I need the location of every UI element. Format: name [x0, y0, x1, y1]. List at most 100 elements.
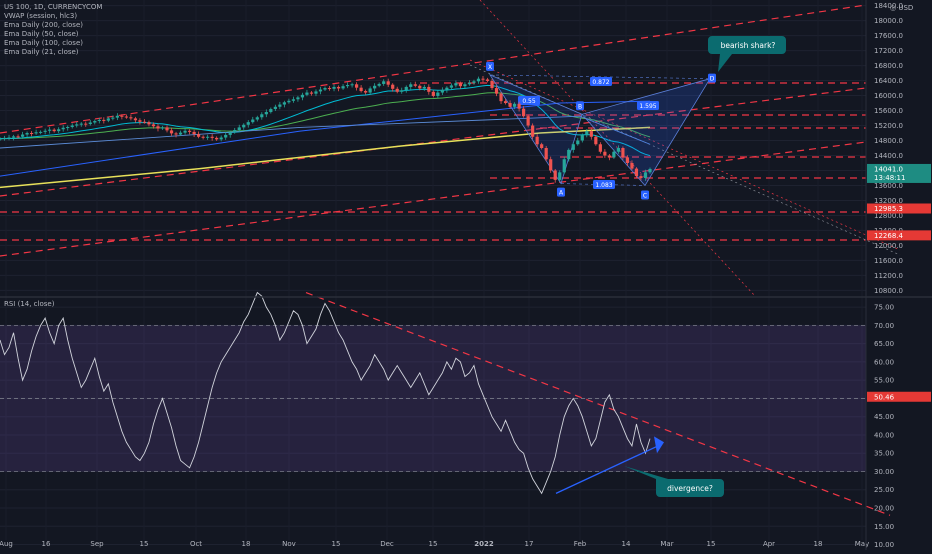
pattern-point-badge [708, 73, 716, 83]
candle-body [364, 91, 368, 93]
channel-lower [0, 141, 867, 257]
candle-body [156, 126, 160, 129]
candle-body [409, 84, 413, 87]
candle-body [594, 136, 598, 145]
candle-body [16, 136, 20, 138]
candle-body [553, 170, 557, 180]
time-tick-label: Dec [380, 540, 394, 548]
candle-body [88, 122, 92, 125]
candle-body [639, 176, 643, 178]
candle-body [332, 86, 336, 89]
candle-body [174, 133, 178, 135]
candle-body [197, 134, 201, 137]
candle-body [612, 151, 616, 158]
currency-label: ◎ USD [890, 4, 913, 12]
time-tick-label: 15 [707, 540, 716, 548]
candle-body [305, 92, 309, 95]
candle-body [404, 86, 408, 91]
channel-upper [0, 87, 867, 197]
rsi-tick-label: 40.00 [874, 431, 894, 439]
candle-body [97, 119, 101, 122]
legend-ema50: Ema Daily (50, close) [4, 30, 79, 38]
candle-body [142, 121, 147, 123]
candle-body [531, 125, 535, 137]
current-price-badge-text: 14041.0 [874, 165, 903, 173]
candle-body [273, 106, 277, 110]
candle-body [242, 124, 246, 128]
time-tick-label: Oct [190, 540, 202, 548]
ratio-label: 1.595 [639, 103, 656, 110]
candle-body [287, 100, 291, 103]
candle-body [269, 109, 273, 113]
rsi-series-line [0, 291, 651, 495]
candle-body [526, 116, 530, 126]
time-tick-label: 17 [525, 540, 534, 548]
candle-body [0, 138, 2, 140]
harmonic-pattern: X A B C D 0.872 0.55 1.595 1.083 [486, 61, 716, 200]
candle-body [291, 99, 296, 101]
pattern-point-label: C [643, 192, 647, 199]
price-tick-label: 14400.0 [874, 152, 903, 160]
legend-ema21: Ema Daily (21, close) [4, 48, 79, 56]
candle-body [228, 132, 232, 135]
candle-body [57, 129, 61, 132]
level1-badge-text: 12985.3 [874, 205, 903, 213]
candle-body [589, 131, 593, 137]
ratio-badge [590, 77, 612, 86]
candle-body [350, 84, 354, 86]
candle-body [616, 148, 621, 152]
candle-body [183, 130, 187, 133]
rsi-value-badge-bg [867, 391, 931, 402]
candle-body [535, 136, 539, 145]
candle-body [106, 118, 110, 121]
candle-body [345, 85, 350, 87]
current-price-badge-bg [867, 163, 931, 183]
candle-body [201, 136, 205, 138]
time-tick-label: Feb [574, 540, 587, 548]
time-tick-label: 15 [332, 540, 341, 548]
rsi-band-layer [0, 324, 866, 472]
candle-body [246, 122, 250, 125]
candle-body [413, 84, 417, 86]
ratio-badge [637, 101, 659, 110]
candle-body [129, 117, 133, 119]
candle-body [102, 119, 106, 121]
candle-body [151, 124, 156, 127]
annotations: bearish shark? divergence? [555, 36, 786, 497]
price-tick-label: 10800.0 [874, 287, 903, 295]
dotted-diagonal [469, 64, 901, 256]
candle-body [485, 79, 490, 81]
candle-body [327, 88, 332, 90]
rsi-tick-label: 70.00 [874, 322, 894, 330]
candle-body [571, 144, 575, 150]
rsi-line [0, 291, 651, 495]
candle-body [440, 89, 444, 93]
candle-body [206, 136, 210, 138]
candle-body [517, 103, 521, 109]
legend-vwap: VWAP (session, hlc3) [4, 12, 78, 20]
pattern-point-badge [557, 187, 565, 197]
price-tick-label: 11200.0 [874, 272, 903, 280]
candle-body [39, 131, 43, 133]
candle-body [503, 101, 508, 104]
candle-body [187, 130, 192, 132]
candle-body [341, 86, 345, 89]
pattern-point-label: D [710, 76, 715, 83]
candle-body [373, 85, 377, 89]
candle-body [2, 137, 7, 139]
candle-body [463, 84, 467, 87]
rsi-label: RSI (14, close) [4, 300, 55, 308]
time-tick-label: 18 [242, 540, 251, 548]
candle-body [20, 134, 25, 137]
candle-body [621, 148, 625, 158]
rsi-value-badge-text: 50.46 [874, 393, 895, 401]
candle-body [75, 124, 79, 126]
price-tick-label: 18000.0 [874, 17, 903, 25]
pattern-point-label: B [578, 103, 582, 110]
candle-body [233, 130, 237, 133]
candle-body [160, 127, 165, 129]
rsi-tick-label: 25.00 [874, 486, 894, 494]
candles [0, 76, 652, 183]
candle-body [52, 129, 56, 132]
